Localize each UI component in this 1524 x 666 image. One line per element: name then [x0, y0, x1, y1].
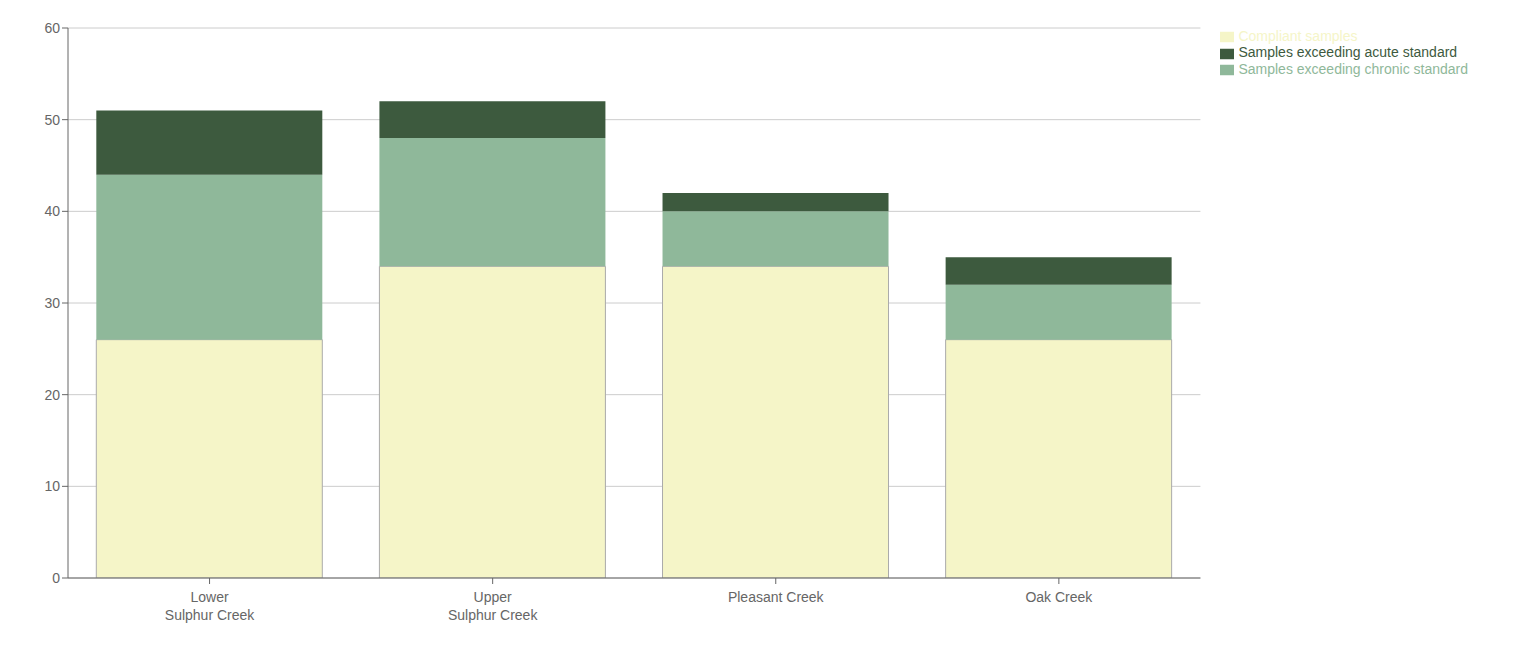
svg-text:30: 30: [44, 295, 60, 311]
html-text:Samples exceeding acute standa: Samples exceeding acute standard: [1238, 44, 1458, 61]
html-text:Samples exceeding chronic stan: Samples exceeding chronic standard: [1238, 60, 1468, 77]
svg-text:Oak Creek: Oak Creek: [1025, 589, 1093, 605]
svg-text:50: 50: [44, 112, 60, 128]
svg-text:40: 40: [44, 203, 60, 219]
svg-text:Pleasant Creek: Pleasant Creek: [728, 589, 825, 605]
svg-text:0: 0: [52, 570, 60, 586]
html-text:Compliant samples: Compliant samples: [1238, 28, 1358, 44]
svg-text:LowerSulphur Creek: LowerSulphur Creek: [165, 589, 255, 623]
svg-text:60: 60: [44, 20, 60, 36]
svg-text:10: 10: [44, 478, 60, 494]
svg-text:20: 20: [44, 387, 60, 403]
svg-text:UpperSulphur Creek: UpperSulphur Creek: [448, 589, 538, 623]
